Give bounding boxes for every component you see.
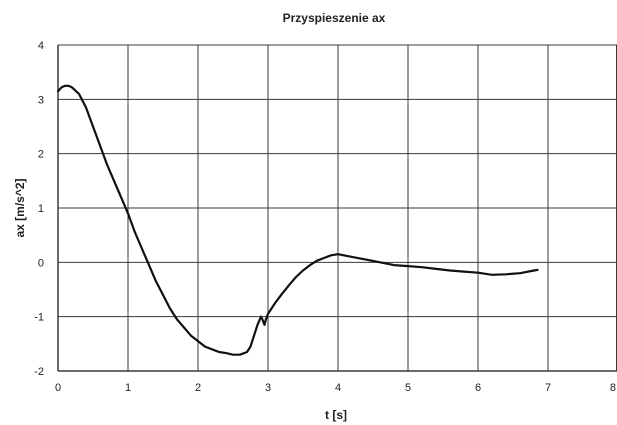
y-tick-label: 0 <box>38 257 44 269</box>
tick-labels: 4 3 2 1 0 -1 -2 0 1 2 3 4 5 6 7 8 <box>34 40 616 394</box>
x-tick-label: 1 <box>125 382 131 394</box>
x-tick-label: 5 <box>405 382 411 394</box>
grid <box>57 44 617 372</box>
x-tick-label: 6 <box>475 382 481 394</box>
y-tick-label: -1 <box>34 312 44 324</box>
x-tick-label: 3 <box>265 382 271 394</box>
y-tick-label: 3 <box>38 94 44 106</box>
x-tick-label: 2 <box>195 382 201 394</box>
x-tick-label: 0 <box>55 382 61 394</box>
series-line <box>56 84 539 356</box>
y-tick-label: 1 <box>38 203 44 215</box>
y-tick-label: 4 <box>38 40 44 52</box>
y-tick-label: -2 <box>34 366 44 378</box>
chart-title: Przyspieszenie ax <box>283 11 386 25</box>
x-axis-label: t [s] <box>325 408 347 422</box>
x-tick-label: 4 <box>335 382 341 394</box>
x-tick-label: 8 <box>610 382 616 394</box>
x-tick-label: 7 <box>545 382 551 394</box>
y-axis-label: ax [m/s^2] <box>13 178 27 237</box>
y-tick-label: 2 <box>38 149 44 161</box>
